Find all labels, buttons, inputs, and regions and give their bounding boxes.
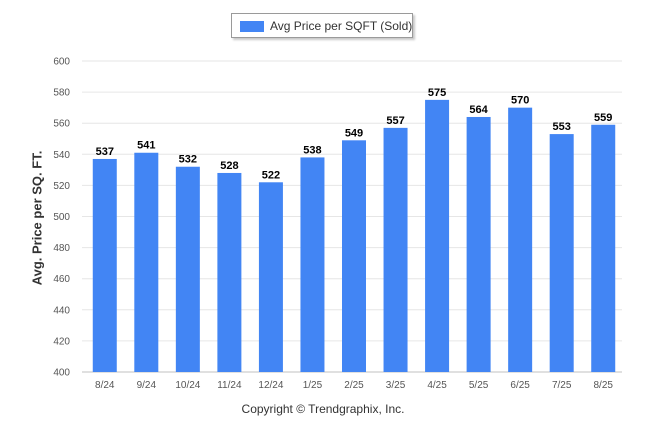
y-tick-label: 500 (53, 212, 70, 223)
bar (466, 116, 491, 372)
data-label: 538 (303, 144, 321, 156)
x-tick-label: 9/24 (137, 380, 157, 391)
x-tick-label: 7/25 (552, 380, 572, 391)
legend-swatch (240, 21, 264, 32)
x-tick-label: 3/25 (386, 380, 406, 391)
y-tick-label: 560 (53, 119, 70, 130)
bar (549, 134, 574, 372)
data-label: 575 (428, 87, 446, 99)
bar (258, 182, 283, 372)
bars (92, 99, 616, 373)
legend-label: Avg Price per SQFT (Sold) (270, 19, 413, 33)
data-label: 528 (220, 160, 238, 172)
data-label: 549 (345, 127, 363, 139)
y-tick-label: 600 (53, 57, 70, 68)
x-tick-label: 6/25 (510, 380, 530, 391)
data-label: 532 (179, 154, 197, 166)
y-axis-ticks: 400 420 440 460 480 500 520 540 560 580 600 (53, 57, 70, 379)
x-tick-label: 2/25 (344, 380, 364, 391)
data-labels: 537 541 532 528 522 538 549 557 575 564 570 553 559 (96, 87, 613, 181)
y-tick-label: 460 (53, 274, 70, 285)
y-tick-label: 580 (53, 88, 70, 99)
data-label: 522 (262, 169, 280, 181)
bar (591, 124, 616, 372)
data-label: 537 (96, 146, 114, 158)
bar (383, 127, 408, 373)
bar (217, 172, 242, 372)
bar (342, 140, 366, 372)
bar (508, 107, 533, 373)
bar (175, 166, 200, 372)
x-tick-label: 8/25 (593, 380, 613, 391)
y-tick-label: 400 (53, 368, 70, 379)
x-tick-label: 5/25 (469, 380, 489, 391)
data-label: 570 (511, 95, 529, 107)
y-tick-label: 480 (53, 243, 70, 254)
x-axis-ticks: 8/24 9/24 10/24 11/24 12/24 1/25 2/25 3/25 4/25 5… (95, 380, 613, 391)
bar (300, 157, 325, 372)
bar (425, 99, 450, 372)
legend[interactable]: Avg Price per SQFT (Sold) (231, 13, 413, 38)
data-label: 564 (469, 104, 488, 116)
x-tick-label: 11/24 (217, 380, 242, 391)
data-label: 541 (137, 140, 155, 152)
y-tick-label: 520 (53, 181, 70, 192)
bar (134, 152, 159, 372)
x-tick-label: 12/24 (258, 380, 283, 391)
x-tick-label: 8/24 (95, 380, 115, 391)
data-label: 559 (594, 112, 612, 124)
x-tick-label: 4/25 (427, 380, 447, 391)
data-label: 553 (553, 121, 571, 133)
data-label: 557 (386, 115, 404, 127)
bar (92, 158, 117, 372)
y-tick-label: 420 (53, 336, 70, 347)
x-tick-label: 1/25 (303, 380, 323, 391)
y-tick-label: 440 (53, 305, 70, 316)
copyright-text: Copyright © Trendgraphix, Inc. (241, 402, 405, 416)
y-axis-label: Avg. Price per SQ. FT. (29, 150, 45, 286)
y-tick-label: 540 (53, 150, 70, 161)
x-tick-label: 10/24 (175, 380, 200, 391)
